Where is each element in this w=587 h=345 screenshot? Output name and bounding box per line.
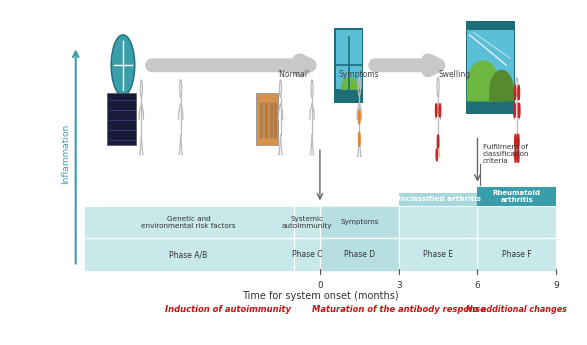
Text: Phase D: Phase D: [344, 250, 375, 259]
Circle shape: [514, 85, 516, 100]
Text: Phase F: Phase F: [502, 250, 532, 259]
Text: Phase C: Phase C: [292, 250, 322, 259]
Circle shape: [518, 103, 520, 118]
Bar: [259, 103, 262, 138]
Text: Rheumatoid
arthritis: Rheumatoid arthritis: [493, 190, 541, 203]
Text: 'Normal': 'Normal': [278, 70, 310, 79]
Bar: [107, 93, 136, 145]
Bar: [265, 103, 268, 138]
Text: 6: 6: [475, 280, 480, 289]
Circle shape: [514, 103, 515, 118]
Text: Fulfilment of
classification
criteria: Fulfilment of classification criteria: [483, 144, 529, 164]
Text: Swelling: Swelling: [438, 70, 470, 79]
Text: Symptoms: Symptoms: [339, 70, 380, 79]
Circle shape: [515, 134, 517, 149]
Text: Maturation of the antibody response: Maturation of the antibody response: [312, 305, 485, 314]
Bar: [467, 30, 514, 100]
Bar: [336, 30, 362, 89]
Bar: [466, 21, 515, 115]
Text: Time for system onset (months): Time for system onset (months): [242, 291, 398, 301]
Text: Genetic and
environmental risk factors: Genetic and environmental risk factors: [141, 216, 236, 228]
Text: 0: 0: [317, 280, 323, 289]
Text: Induction of autoimmunity: Induction of autoimmunity: [165, 305, 291, 314]
Bar: [477, 187, 556, 206]
Circle shape: [436, 104, 437, 117]
Ellipse shape: [111, 35, 135, 96]
Text: Symptoms: Symptoms: [340, 219, 379, 225]
Text: Unclassified arthritis: Unclassified arthritis: [395, 196, 481, 202]
Bar: [274, 103, 277, 138]
Text: Systemic
autoimmunity: Systemic autoimmunity: [282, 216, 332, 228]
Text: Phase A/B: Phase A/B: [170, 250, 208, 259]
Circle shape: [359, 132, 360, 146]
Circle shape: [518, 149, 519, 162]
Bar: [255, 93, 278, 145]
Text: No additional changes: No additional changes: [467, 305, 567, 314]
Text: Inflammation: Inflammation: [60, 124, 70, 184]
Text: Phase E: Phase E: [423, 250, 453, 259]
Bar: [83, 206, 556, 271]
Text: 3: 3: [396, 280, 402, 289]
Circle shape: [436, 149, 437, 161]
Bar: [320, 206, 399, 271]
Circle shape: [517, 134, 519, 149]
Text: 9: 9: [554, 280, 559, 289]
Circle shape: [439, 104, 441, 117]
Circle shape: [515, 149, 516, 162]
Bar: [399, 193, 477, 206]
Circle shape: [518, 85, 519, 100]
Circle shape: [437, 135, 439, 148]
Circle shape: [359, 110, 360, 124]
Bar: [335, 28, 363, 103]
Bar: [270, 103, 273, 138]
